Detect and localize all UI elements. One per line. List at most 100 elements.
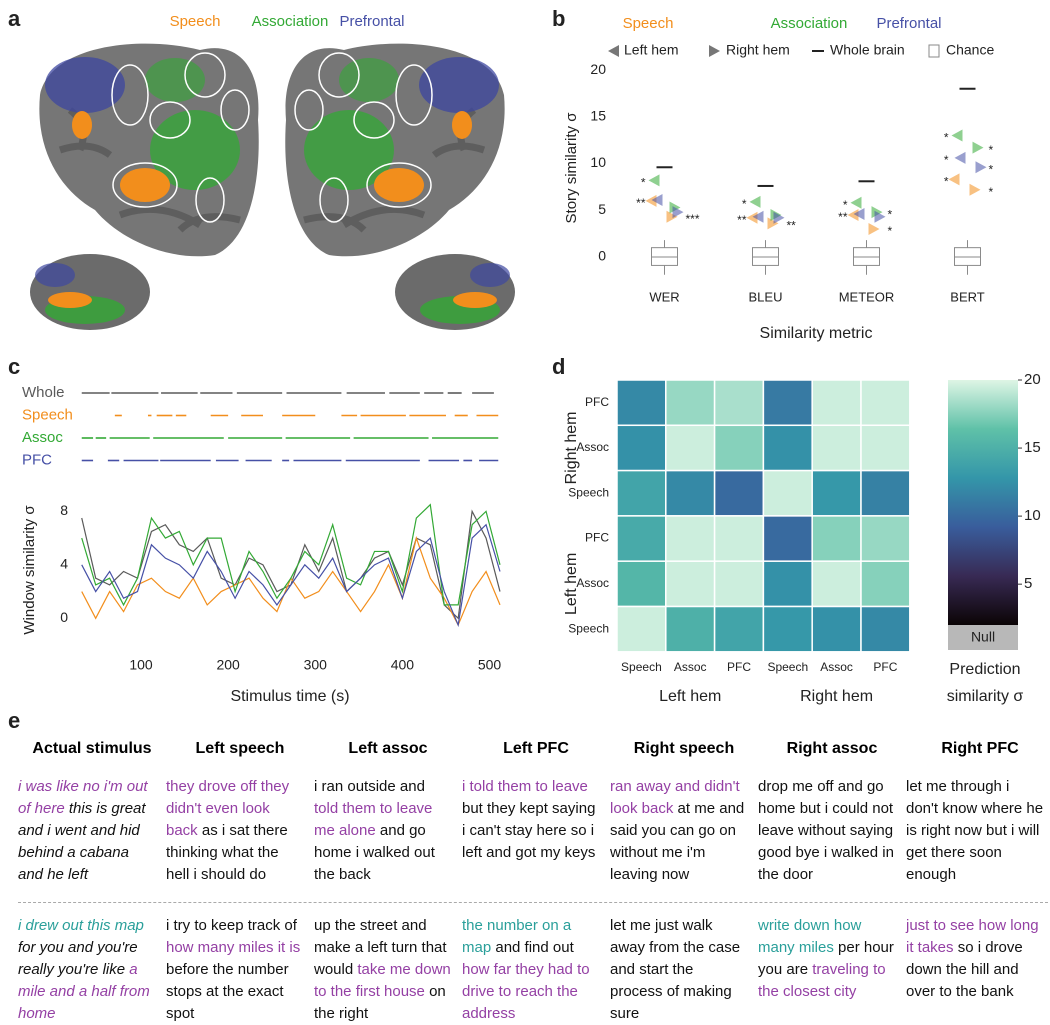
x-tick-label: BLEU (749, 289, 783, 304)
cell: i try to keep track of how many miles it… (166, 915, 314, 1025)
table-row: i drew out this map for you and you're r… (18, 915, 1048, 1025)
left-hem-marker (951, 129, 963, 142)
panel-label: b (552, 6, 565, 31)
colorbar-tick-label: 20 (1024, 371, 1041, 388)
right-hem-marker (871, 206, 883, 219)
colorbar-tick-label: 10 (1024, 507, 1041, 524)
heatmap-cell (616, 469, 667, 517)
series-line (81, 523, 501, 628)
heatmap-cell (811, 469, 862, 517)
cell: write down how many miles per hour you a… (758, 915, 906, 1025)
y-tick-label: 5 (598, 201, 606, 217)
significance-label: ** (787, 219, 797, 233)
cell: i told them to leave but they kept sayin… (462, 776, 610, 886)
right-hem-marker (868, 222, 880, 235)
panel-label: a (8, 6, 21, 31)
row-label: Assoc (576, 576, 609, 590)
column-label: Assoc (820, 660, 853, 674)
heatmap-cell (616, 424, 667, 472)
legend-marker (608, 45, 619, 57)
significance-label: * (742, 197, 747, 211)
x-tick-label: WER (649, 289, 679, 304)
column-header: Left speech (195, 740, 285, 757)
cell: let me just walk away from the case and … (610, 915, 758, 1025)
right-hem-marker (874, 210, 886, 223)
legend-label: Speech (623, 15, 674, 32)
right-inflated-brain (395, 254, 515, 330)
text-segment: before the number stops at the exact spo… (166, 961, 289, 1022)
legend-label: Whole brain (830, 42, 905, 58)
right-hem-marker (669, 201, 681, 214)
significance-label: * (843, 198, 848, 212)
text-segment: so i drove down the hill and over to the… (906, 939, 1023, 1000)
heatmap-cell (616, 515, 667, 562)
y-axis-label: Window similarity σ (21, 505, 38, 635)
significance-label: * (944, 131, 949, 145)
column-label: Assoc (674, 660, 707, 674)
row-label: PFC (585, 395, 609, 409)
heatmap-cell (762, 379, 813, 427)
text-segment: up the street and make a left turn that … (314, 917, 447, 978)
null-box (948, 625, 1018, 650)
separator (18, 902, 1048, 903)
heatmap-cell (860, 469, 911, 517)
row-label: Assoc (22, 429, 63, 446)
x-tick-label: 400 (391, 657, 415, 673)
left-flatmap (39, 44, 258, 257)
column-header: Left PFC (503, 740, 569, 757)
heatmap-cell (713, 605, 765, 653)
significance-label: ** (636, 196, 646, 210)
x-tick-label: 100 (129, 657, 153, 673)
text-segment: they drove off they didn't even look bac… (166, 778, 290, 839)
left-hem-marker (645, 194, 657, 207)
text-segment: let me just walk away from the case and … (610, 917, 741, 1022)
significance-label: *** (686, 212, 700, 226)
colorbar (948, 380, 1018, 625)
heatmap-cell (811, 605, 862, 653)
table-row: i was like no i'm out of here this is gr… (18, 776, 1048, 886)
left-hem-marker (651, 193, 663, 206)
text-segment: how far they had to drive to reach the a… (462, 961, 590, 1022)
y-tick-label: 0 (60, 609, 68, 625)
text-segment: for you and you're really you're like (18, 939, 138, 978)
x-axis-label: Similarity metric (760, 325, 873, 342)
cell: i drew out this map for you and you're r… (18, 915, 166, 1025)
text-segment: and go home i walked out the back (314, 822, 435, 883)
colorbar-tick-label: 15 (1024, 439, 1041, 456)
right-hem-marker (672, 206, 684, 219)
y-tick-label: 20 (590, 61, 606, 77)
significance-label: ** (838, 210, 848, 224)
column-label: Speech (621, 660, 662, 674)
x-tick-label: METEOR (839, 289, 895, 304)
left-hem-marker (648, 174, 660, 187)
heatmap-cell (811, 515, 862, 562)
heatmap-cell (665, 605, 716, 653)
text-segment: this is great and i went and hid behind … (18, 800, 146, 883)
heatmap-cell (762, 469, 813, 517)
column-header: Right speech (633, 740, 735, 757)
column-group-label: Left hem (659, 688, 721, 705)
text-segment: write down how many miles (758, 917, 862, 956)
heatmap-cell (860, 424, 911, 472)
legend-label: Chance (946, 42, 994, 58)
column-group-label: Right hem (800, 688, 873, 705)
heatmap-cell (762, 605, 813, 653)
text-segment: per hour you are (758, 939, 894, 978)
heatmap-cell (616, 379, 667, 427)
left-hem-marker (850, 196, 862, 209)
text-segment: just to see how long it takes (906, 917, 1039, 956)
left-hem-marker (746, 211, 758, 224)
cell: just to see how long it takes so i drove… (906, 915, 1050, 1025)
y-tick-label: 8 (60, 502, 68, 518)
y-axis-label: Story similarity σ (563, 112, 580, 224)
null-label: Null (971, 629, 995, 645)
legend-label: Left hem (624, 42, 678, 58)
cell: up the street and make a left turn that … (314, 915, 462, 1025)
colorbar-label: Prediction (949, 661, 1020, 678)
column-header: Right assoc (786, 740, 878, 757)
x-axis-label: Stimulus time (s) (230, 688, 349, 705)
text-segment: at me and said you can go on without me … (610, 800, 745, 883)
cell: they drove off they didn't even look bac… (166, 776, 314, 886)
heatmap-cell (665, 515, 716, 562)
heatmap-cell (762, 515, 813, 562)
